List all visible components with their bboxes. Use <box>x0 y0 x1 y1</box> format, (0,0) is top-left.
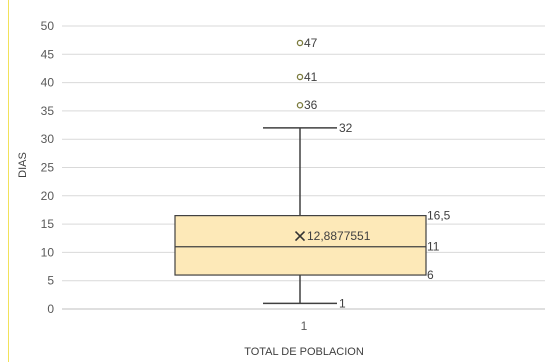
max-label: 32 <box>339 121 353 135</box>
outlier-point <box>296 101 304 109</box>
left-border-line <box>8 0 9 362</box>
min-label: 1 <box>339 296 346 310</box>
x-axis-title: TOTAL DE POBLACION <box>244 346 364 358</box>
y-tick-label: 0 <box>47 302 54 316</box>
interquartile-box <box>174 215 427 276</box>
q1-label: 6 <box>427 268 434 282</box>
outlier-label: 36 <box>304 98 318 112</box>
outlier-point <box>296 73 304 81</box>
gridlines <box>62 25 545 310</box>
y-axis-ticks: 0 5 10 15 20 25 30 35 40 45 50 <box>41 19 55 316</box>
y-tick-label: 5 <box>47 274 54 288</box>
y-tick-label: 10 <box>41 245 55 259</box>
mean-marker-stroke <box>294 230 306 242</box>
y-tick-label: 35 <box>41 104 55 118</box>
x-tick-label: 1 <box>301 319 308 333</box>
median-label: 11 <box>427 240 440 254</box>
data-labels: 36 41 47 32 1 16,5 11 6 12,8877551 <box>304 36 451 310</box>
y-tick-label: 45 <box>41 47 55 61</box>
y-tick-label: 20 <box>41 189 55 203</box>
y-tick-label: 50 <box>41 19 55 33</box>
y-axis-title: DIAS <box>17 152 29 178</box>
q3-label: 16,5 <box>427 209 451 223</box>
y-tick-label: 15 <box>41 217 55 231</box>
outlier-label: 41 <box>304 70 318 84</box>
mean-label: 12,8877551 <box>307 229 371 243</box>
outlier-label: 47 <box>304 36 318 50</box>
mean-marker <box>294 230 306 242</box>
y-tick-label: 25 <box>41 161 55 175</box>
y-tick-label: 40 <box>41 76 55 90</box>
outlier-point <box>296 39 304 47</box>
y-tick-label: 30 <box>41 132 55 146</box>
box-plot <box>174 39 427 305</box>
